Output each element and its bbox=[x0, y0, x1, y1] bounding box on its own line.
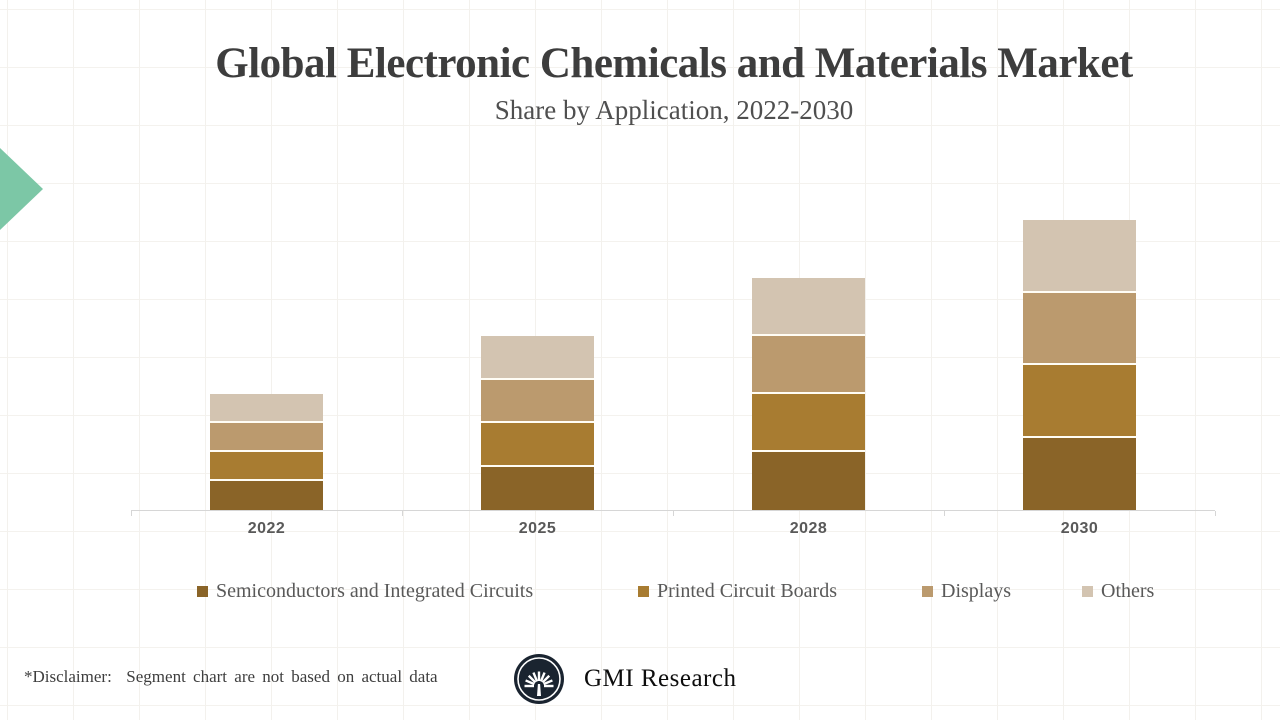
bar-segment-2025-printed-circuit-boards bbox=[481, 423, 594, 467]
x-axis-label-2025: 2025 bbox=[518, 520, 557, 537]
accent-triangle-decoration bbox=[0, 148, 43, 230]
bar-segment-2025-others bbox=[481, 336, 594, 380]
legend-swatch bbox=[1082, 586, 1093, 597]
legend-swatch bbox=[922, 586, 933, 597]
x-axis-tick bbox=[402, 511, 403, 516]
bar-segment-2030-others bbox=[1023, 220, 1136, 293]
bar-segment-2025-semiconductors-and-integrated-circuits bbox=[481, 466, 594, 510]
x-axis-tick bbox=[944, 511, 945, 516]
x-axis-label-2030: 2030 bbox=[1060, 520, 1099, 537]
bar-segment-2028-printed-circuit-boards bbox=[752, 394, 865, 452]
stacked-bar-2025 bbox=[481, 336, 594, 510]
bar-segment-2022-semiconductors-and-integrated-circuits bbox=[210, 481, 323, 510]
legend-swatch bbox=[197, 586, 208, 597]
chart-heading: Global Electronic Chemicals and Material… bbox=[174, 40, 1174, 126]
gmi-research-logo-icon bbox=[514, 654, 564, 704]
legend-item-semiconductors-and-integrated-circuits: Semiconductors and Integrated Circuits bbox=[197, 580, 533, 603]
bar-segment-2030-displays bbox=[1023, 292, 1136, 365]
legend-label: Printed Circuit Boards bbox=[657, 580, 837, 602]
legend-label: Displays bbox=[941, 580, 1011, 602]
bar-segment-2030-printed-circuit-boards bbox=[1023, 365, 1136, 438]
x-axis-label-2028: 2028 bbox=[789, 520, 828, 537]
bar-segment-2022-others bbox=[210, 394, 323, 423]
brand-name: GMI Research bbox=[584, 665, 737, 692]
bar-segment-2022-displays bbox=[210, 423, 323, 452]
bar-segment-2030-semiconductors-and-integrated-circuits bbox=[1023, 437, 1136, 510]
stacked-bar-2030 bbox=[1023, 220, 1136, 510]
legend-swatch bbox=[638, 586, 649, 597]
bar-segment-2028-semiconductors-and-integrated-circuits bbox=[752, 452, 865, 510]
legend-label: Others bbox=[1101, 580, 1155, 602]
legend-item-others: Others bbox=[1082, 580, 1154, 603]
stacked-bar-2022 bbox=[210, 394, 323, 510]
page-subtitle: Share by Application, 2022-2030 bbox=[494, 95, 854, 126]
chart-legend: Semiconductors and Integrated Circuits Pr… bbox=[0, 580, 1280, 604]
bar-segment-2025-displays bbox=[481, 379, 594, 423]
brand-block: GMI Research bbox=[513, 653, 736, 705]
x-axis-label-2022: 2022 bbox=[247, 520, 286, 537]
disclaimer-text: *Disclaimer: Segment chart are not based… bbox=[24, 667, 438, 686]
stacked-bar-2028 bbox=[752, 278, 865, 510]
legend-item-displays: Displays bbox=[922, 580, 1011, 603]
x-axis-tick bbox=[131, 511, 132, 516]
x-axis-tick bbox=[673, 511, 674, 516]
legend-label: Semiconductors and Integrated Circuits bbox=[216, 580, 534, 602]
bar-segment-2028-others bbox=[752, 278, 865, 336]
page-title: Global Electronic Chemicals and Material… bbox=[215, 40, 1133, 87]
x-axis-line bbox=[131, 510, 1215, 511]
legend-item-printed-circuit-boards: Printed Circuit Boards bbox=[638, 580, 837, 603]
x-axis-tick bbox=[1215, 511, 1216, 516]
bar-segment-2028-displays bbox=[752, 336, 865, 394]
bar-segment-2022-printed-circuit-boards bbox=[210, 452, 323, 481]
